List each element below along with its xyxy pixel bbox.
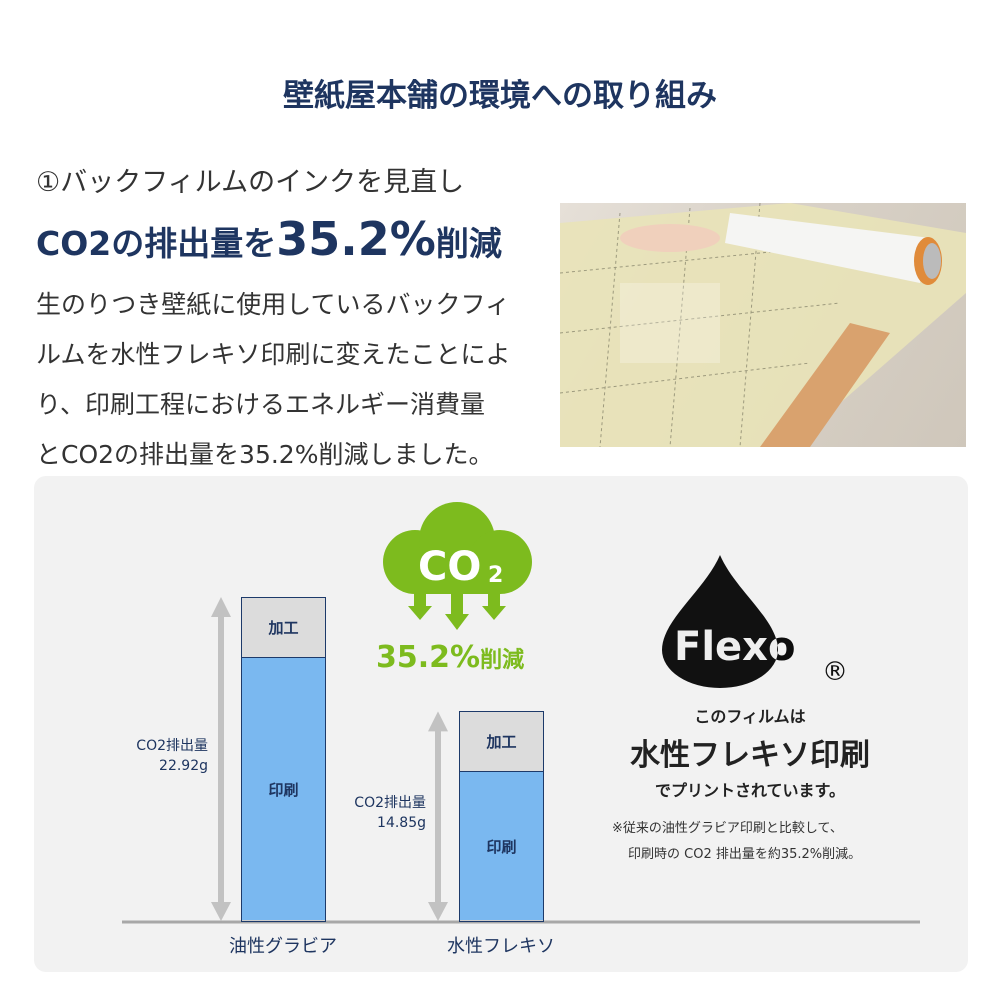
total-label-value: 14.85g xyxy=(377,815,426,831)
body-line: 生のりつき壁紙に使用しているバックフィ xyxy=(36,290,511,319)
headline: CO2の排出量を35.2%削減 xyxy=(36,212,502,266)
co2-cloud-icon: CO 2 xyxy=(383,502,532,630)
flexo-line1: このフィルムは xyxy=(694,707,806,726)
x-label-flexo: 水性フレキソ xyxy=(447,936,555,957)
headline-post: 削減 xyxy=(435,224,502,263)
page-title: 壁紙屋本舗の環境への取り組み xyxy=(283,78,717,114)
flexo-line2: 水性フレキソ印刷 xyxy=(630,738,870,773)
body-line: ルムを水性フレキソ印刷に変えたことによ xyxy=(36,340,511,369)
wallpaper-roll-photo xyxy=(560,203,966,447)
total-label-title: CO2排出量 xyxy=(354,795,426,811)
cloud-sub: 2 xyxy=(488,563,503,588)
total-label-title: CO2排出量 xyxy=(136,738,208,754)
total-label-value: 22.92g xyxy=(159,758,208,774)
segment-printing: 印刷 xyxy=(460,772,543,920)
body-line: り、印刷工程におけるエネルギー消費量 xyxy=(36,390,486,419)
total-label-flexo: CO2排出量 14.85g xyxy=(318,793,426,833)
reduction-value: 35.2% xyxy=(376,640,481,675)
registered-mark: ® xyxy=(822,657,848,687)
headline-value: 35.2% xyxy=(276,212,436,266)
body-text: 生のりつき壁紙に使用しているバックフィ ルムを水性フレキソ印刷に変えたことによ … xyxy=(36,280,556,480)
reduction-label: 35.2%削減 xyxy=(376,640,524,675)
total-label-oil: CO2排出量 22.92g xyxy=(100,736,208,776)
segment-processing: 加工 xyxy=(460,712,543,773)
headline-pre: CO2の排出量を xyxy=(36,224,277,263)
flexo-logo-text: Flexo xyxy=(674,624,795,670)
reduction-suffix: 削減 xyxy=(480,648,525,673)
flexo-note2: 印刷時の CO2 排出量を約35.2%削減。 xyxy=(628,847,862,862)
subheading: ①バックフィルムのインクを見直し xyxy=(36,167,465,198)
bar-water-flexo: 加工 印刷 xyxy=(459,711,544,922)
cloud-label: CO xyxy=(418,544,481,590)
segment-printing: 印刷 xyxy=(242,658,325,920)
flexo-drop-logo: Flexo ® xyxy=(662,555,848,688)
segment-processing: 加工 xyxy=(242,598,325,658)
x-label-oil: 油性グラビア xyxy=(229,936,337,957)
flexo-line3: でプリントされています。 xyxy=(655,781,845,800)
flexo-note1: ※従来の油性グラビア印刷と比較して、 xyxy=(612,821,843,836)
bar-oil-gravure: 加工 印刷 xyxy=(241,597,326,922)
photo-illustration xyxy=(560,203,966,447)
body-line: とCO2の排出量を35.2%削減しました。 xyxy=(36,440,494,469)
